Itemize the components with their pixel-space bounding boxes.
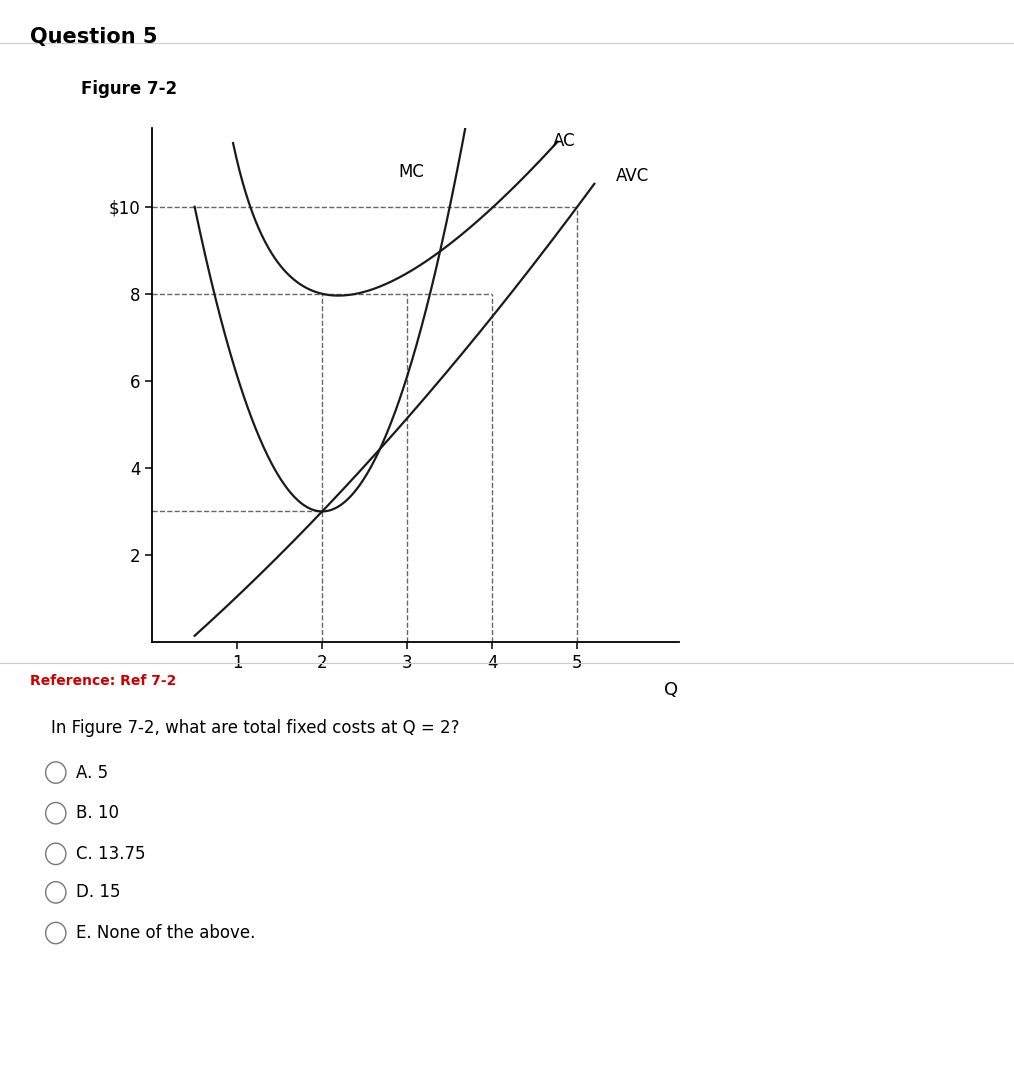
Text: E. None of the above.: E. None of the above. (76, 924, 256, 942)
Text: D. 15: D. 15 (76, 884, 121, 901)
Text: Reference: Ref 7-2: Reference: Ref 7-2 (30, 674, 176, 688)
Text: Question 5: Question 5 (30, 27, 158, 47)
Text: A. 5: A. 5 (76, 764, 108, 781)
Text: Figure 7-2: Figure 7-2 (81, 80, 177, 98)
Text: C. 13.75: C. 13.75 (76, 845, 146, 862)
Text: Q: Q (664, 681, 678, 699)
Text: B. 10: B. 10 (76, 805, 119, 822)
Text: AVC: AVC (615, 167, 649, 185)
Text: In Figure 7-2, what are total fixed costs at Q = 2?: In Figure 7-2, what are total fixed cost… (51, 719, 459, 737)
Text: MC: MC (399, 163, 425, 181)
Text: AC: AC (554, 133, 576, 150)
